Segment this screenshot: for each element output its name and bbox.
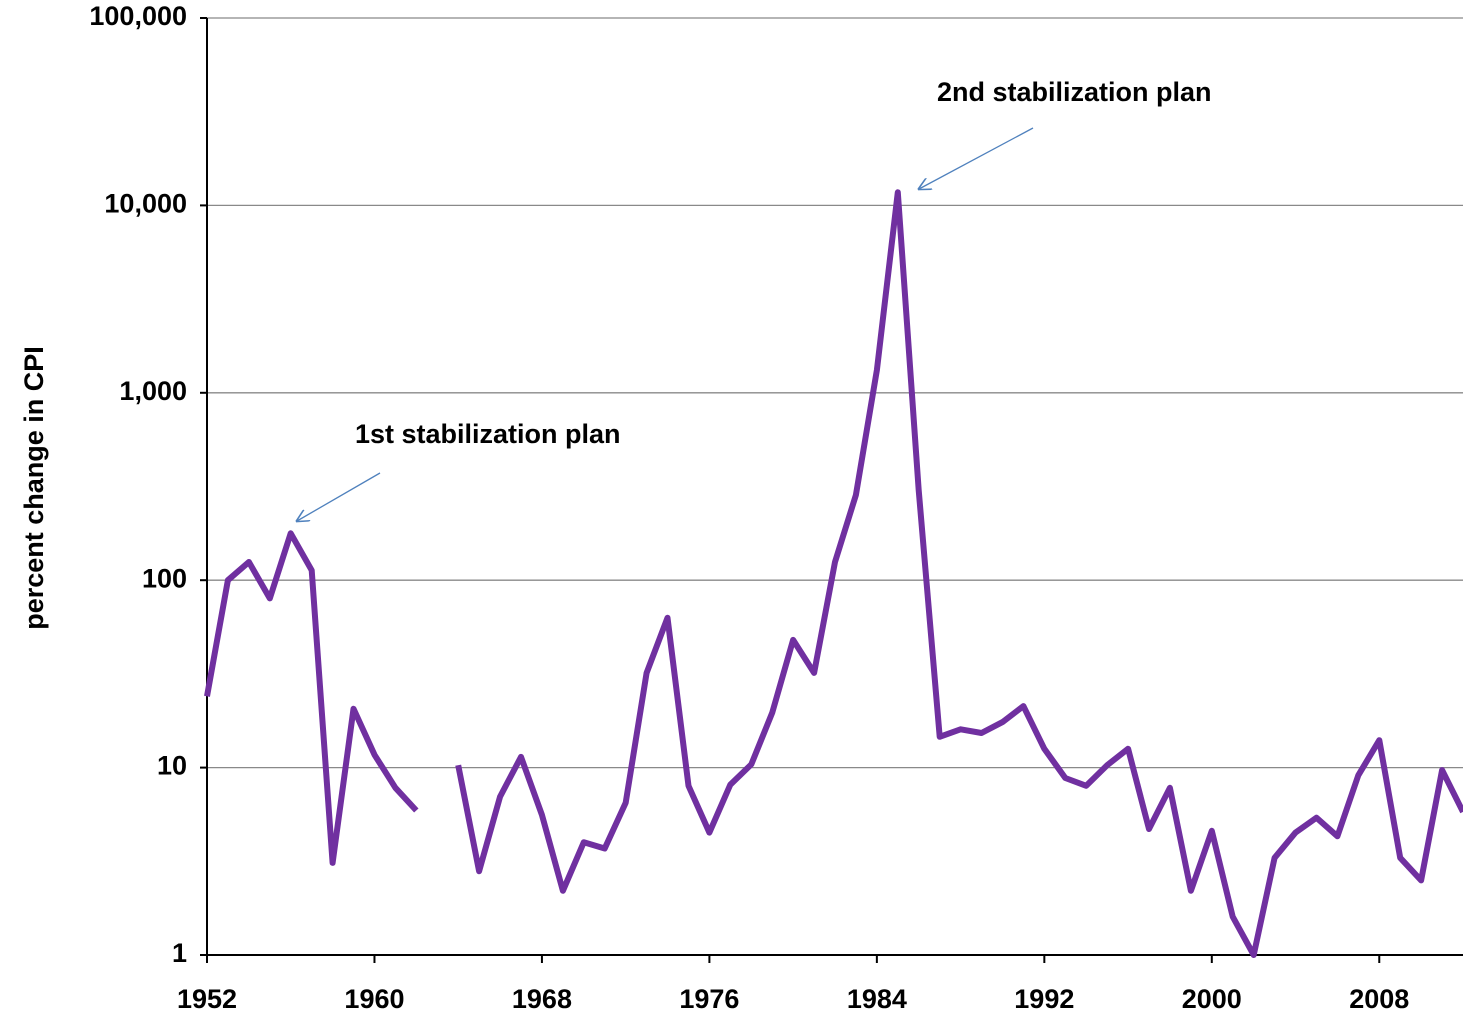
x-tick-label: 1960 [344,984,404,1014]
x-tick-label: 1968 [512,984,572,1014]
annotation: 2nd stabilization plan [937,77,1212,107]
x-tick-label: 1952 [177,984,237,1014]
annotation-arrow [297,472,381,521]
data-line [204,530,419,866]
y-tick-label: 10,000 [104,189,187,219]
annotation-arrow [919,127,1034,189]
y-tick-label: 10 [157,751,187,781]
x-tick-label: 1984 [847,984,907,1014]
y-tick-label: 100 [142,563,187,593]
x-tick-label: 2000 [1182,984,1242,1014]
y-axis-label: percent change in CPI [19,346,49,630]
data-line [455,189,1463,958]
x-tick-label: 1992 [1014,984,1074,1014]
x-tick-label: 1976 [679,984,739,1014]
y-tick-label: 100,000 [89,1,187,31]
x-tick-label: 2008 [1349,984,1409,1014]
annotation: 1st stabilization plan [355,419,621,449]
grid [207,17,1463,956]
y-tick-label: 1 [172,938,187,968]
y-tick-label: 1,000 [119,376,187,406]
